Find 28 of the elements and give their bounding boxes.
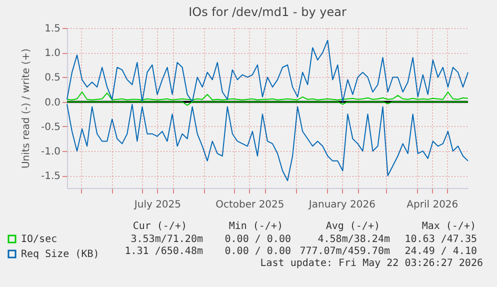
text: Min (-/+) — [228, 221, 283, 233]
chart-title: IOs for /dev/md1 - by year — [188, 5, 346, 19]
y-tick-label: 0.0 — [44, 97, 60, 108]
text: 10.63 /47.35 — [404, 234, 477, 246]
text: 24.49 / 4.10 — [404, 246, 477, 258]
text: 4.58m/38.24m — [318, 234, 390, 246]
text: Avg (-/+) — [326, 221, 380, 233]
x-tick-label: July 2025 — [133, 200, 182, 210]
y-tick-label: -1.5 — [40, 171, 60, 182]
text: 0.00 / 0.00 — [224, 234, 291, 246]
text: 0.00 / 0.00 — [224, 246, 291, 258]
y-tick-label: -1.0 — [40, 146, 60, 158]
legend-label: IO/sec — [21, 234, 58, 245]
text: 3.53m/71.20m — [130, 234, 203, 246]
x-tick-label: October 2025 — [216, 200, 284, 210]
text: 777.07m/459.70m — [300, 246, 390, 258]
legend-label: Req Size (KB) — [21, 249, 100, 260]
text: Cur (-/+) — [132, 221, 187, 233]
x-tick-label: April 2026 — [406, 200, 458, 210]
text: Last update: Fri May 22 03:26:27 2026 — [260, 258, 483, 270]
text: Max (-/+) — [422, 221, 476, 233]
y-axis-title: Units read (-) / write (+) — [20, 48, 32, 169]
y-tick-label: 1.0 — [44, 48, 60, 60]
y-tick-label: -0.5 — [40, 122, 60, 133]
text: 1.31 /650.48m — [124, 246, 203, 258]
y-tick-label: 0.5 — [44, 72, 60, 84]
x-tick-label: January 2026 — [308, 200, 376, 210]
y-tick-label: 1.5 — [44, 24, 60, 34]
